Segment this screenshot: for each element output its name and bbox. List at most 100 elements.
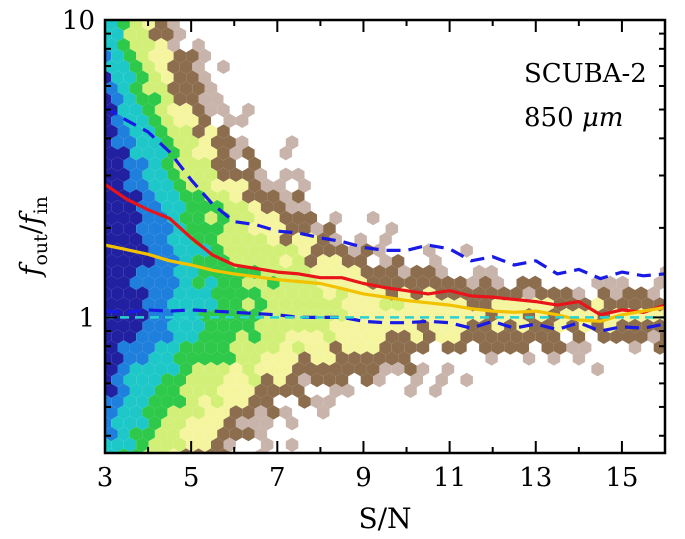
hexbin-cell xyxy=(161,6,174,20)
hexbin-cell xyxy=(323,372,336,388)
plot-frame xyxy=(103,18,667,455)
hexbin-cell xyxy=(223,372,236,388)
hexbin-cell xyxy=(149,6,162,20)
hexbin-cell xyxy=(366,340,380,355)
hexbin-cell xyxy=(603,275,617,290)
hexbin-cell xyxy=(298,200,311,215)
hexbin-cell xyxy=(211,178,224,193)
hexbin-cell xyxy=(310,243,324,258)
hexbin-cell xyxy=(597,329,611,344)
hexbin-cell xyxy=(235,178,249,193)
hexbin-cell xyxy=(447,329,461,344)
hexbin-cell xyxy=(285,200,299,215)
hexbin-cell xyxy=(123,48,137,64)
hexbin-cell xyxy=(273,178,286,193)
hexbin-cell xyxy=(254,189,268,204)
hexbin-cell xyxy=(379,232,392,247)
hexbin-cell xyxy=(366,362,380,377)
hexbin-cell xyxy=(123,27,137,42)
hexbin-cell xyxy=(154,189,168,204)
hexbin-cell xyxy=(204,232,218,247)
hexbin-cell xyxy=(192,124,205,139)
hexbin-cell xyxy=(385,329,399,344)
hexbin-cell xyxy=(304,318,317,334)
hexbin-cell xyxy=(267,297,280,312)
hexbin-cell xyxy=(93,81,106,95)
hexbin-cell xyxy=(86,135,99,149)
y-tick-label: 1 xyxy=(78,303,95,333)
hexbin-cell xyxy=(628,340,642,355)
hexbin-cell xyxy=(179,318,193,334)
hexbin-cell xyxy=(148,135,162,150)
x-tick-label: 7 xyxy=(269,463,286,493)
hexbin-cell xyxy=(610,286,623,301)
hexbin-cell xyxy=(248,178,261,193)
hexbin-cell xyxy=(204,124,218,139)
hexbin-cell xyxy=(429,383,442,398)
hexbin-cell xyxy=(310,351,324,366)
hexbin-cell xyxy=(154,426,168,442)
hexbin-cell xyxy=(254,210,268,226)
hexbin-cell xyxy=(148,286,162,301)
hexbin-cell xyxy=(248,156,261,172)
hexbin-cell xyxy=(410,264,423,280)
hexbin-cell xyxy=(285,329,299,344)
hexbin-cell xyxy=(223,286,236,301)
hexbin-cell xyxy=(117,20,130,31)
hexbin-cell xyxy=(285,416,299,431)
hexbin-cell xyxy=(472,329,486,344)
hexbin-cell xyxy=(173,48,187,64)
hexbin-cell xyxy=(454,340,467,355)
hexbin-cell xyxy=(235,416,249,431)
hexbin-cell xyxy=(105,297,118,312)
hexbin-cell xyxy=(310,221,324,236)
hexbin-cell xyxy=(93,340,106,354)
hexbin-cell xyxy=(123,394,137,409)
hexbin-cell xyxy=(93,168,106,182)
hexbin-cell xyxy=(292,318,305,334)
hexbin-cell xyxy=(566,340,579,355)
hexbin-cell xyxy=(117,275,130,290)
hexbin-cell xyxy=(317,297,330,312)
hexbin-cell xyxy=(597,286,611,301)
hexbin-cell xyxy=(129,146,143,161)
hexbin-cell xyxy=(192,426,205,442)
hexbin-cell xyxy=(354,232,367,247)
hexbin-cell xyxy=(198,351,211,366)
hexbin-cell xyxy=(385,308,399,323)
hexbin-cell xyxy=(105,351,112,366)
hexbin-cell xyxy=(254,167,268,182)
hexbin-cell xyxy=(292,167,305,182)
hexbin-cell xyxy=(217,124,230,139)
hexbin-cell xyxy=(217,318,230,334)
hexbin-cell xyxy=(329,297,342,312)
hexbin-cell xyxy=(136,48,149,64)
hexbin-cell xyxy=(516,275,529,290)
hexbin-cell xyxy=(123,437,137,452)
hexbin-cell xyxy=(142,426,155,442)
hexbin-cell xyxy=(529,318,542,334)
hexbin-cell xyxy=(129,297,143,312)
hexbin-cell xyxy=(136,156,149,172)
hexbin-cell xyxy=(267,405,280,420)
x-tick-label: 3 xyxy=(97,463,114,493)
x-tick-label: 11 xyxy=(433,463,466,493)
hexbin-cell xyxy=(167,81,180,96)
hexbin-cell xyxy=(105,286,112,301)
hexbin-cell xyxy=(466,318,480,334)
hexbin-cell xyxy=(173,27,187,42)
hexbin-cell xyxy=(105,156,112,172)
hexbin-cell xyxy=(111,70,124,85)
hexbin-cell xyxy=(136,221,149,236)
hexbin-cell xyxy=(211,329,224,344)
hexbin-cell xyxy=(161,27,174,42)
hexbin-cell xyxy=(154,20,168,31)
y-title-den-sub: in xyxy=(30,196,52,214)
hexbin-cell xyxy=(167,38,180,53)
hexbin-cell xyxy=(186,372,199,388)
hexbin-cell xyxy=(136,113,149,128)
hexbin-cell xyxy=(541,340,554,355)
hexbin-cell xyxy=(86,222,99,236)
hexbin-cell xyxy=(179,59,193,74)
annotation-wavelength-unit: μm xyxy=(582,103,624,133)
